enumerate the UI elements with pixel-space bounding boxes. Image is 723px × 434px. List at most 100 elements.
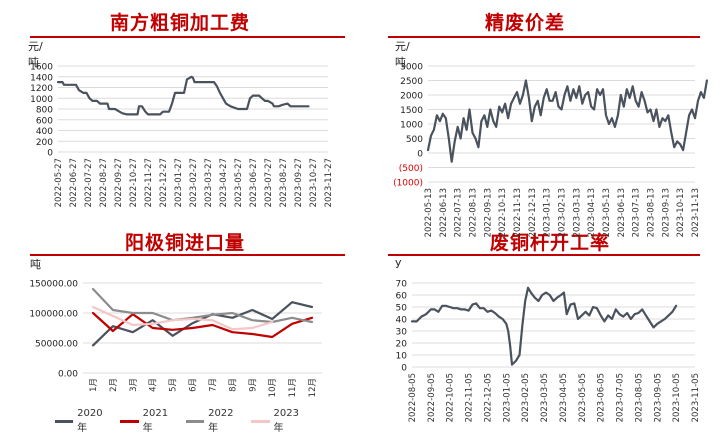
legend-label: 2020年	[77, 408, 103, 434]
y-tick-label: (1000)	[393, 179, 423, 189]
title-underline	[30, 36, 345, 38]
y-tick-label: 200	[36, 138, 53, 148]
y-tick-label: 1400	[30, 73, 53, 83]
x-tick-label: 2022-12-05	[483, 373, 493, 422]
x-tick-label: 2022-08-05	[408, 373, 418, 422]
series-line	[426, 79, 708, 163]
y-tick-label: 10	[396, 352, 408, 362]
legend-swatch	[251, 419, 270, 423]
x-tick-label: 2023-10-13	[676, 188, 686, 237]
y-tick-label: 0	[417, 150, 423, 160]
y-tick-label: 2000	[400, 92, 423, 102]
title-underline	[388, 36, 700, 38]
legend-label: 2023年	[273, 408, 299, 434]
x-tick-label: 2023-03-05	[540, 373, 550, 422]
x-tick-label: 10月	[268, 378, 278, 397]
x-tick-label: 2022-10-05	[446, 373, 456, 422]
y-tick-label: 1500	[400, 106, 423, 116]
x-tick-label: 2023-09-05	[653, 373, 663, 422]
y-unit-label: 元/吨	[395, 40, 410, 69]
x-tick-label: 2022-05-27	[54, 158, 64, 207]
x-tick-label: 2023-08-13	[647, 188, 657, 237]
x-tick-label: 8月	[228, 378, 238, 392]
legend-item: 2020年	[55, 408, 106, 434]
y-tick-label: 150000.00	[29, 280, 78, 290]
x-tick-label: 2022-08-27	[99, 158, 109, 207]
x-tick-label: 2023-02-05	[521, 373, 531, 422]
legend-swatch	[185, 419, 205, 423]
x-tick-label: 2023-09-27	[294, 158, 304, 207]
x-tick-label: 5月	[169, 378, 179, 392]
x-tick-label: 2022-06-13	[439, 188, 449, 237]
y-tick-label: 100000.00	[29, 310, 78, 320]
y-tick-label: 600	[36, 116, 53, 126]
y-tick-label: 2500	[400, 77, 423, 87]
y-tick-label: 60	[396, 292, 408, 302]
chart-legend: 2020年 2021年 2022年 2023年	[55, 408, 303, 434]
y-tick-label: 1600	[30, 63, 53, 73]
y-tick-label: 20	[396, 340, 408, 350]
y-tick-label: (500)	[399, 164, 423, 174]
y-tick-label: 400	[36, 127, 53, 137]
y-tick-label: 800	[36, 106, 53, 116]
x-tick-label: 2023-08-05	[634, 373, 644, 422]
y-tick-label: 500	[406, 135, 423, 145]
x-tick-label: 2022-10-27	[129, 158, 139, 207]
x-tick-label: 2月	[109, 378, 119, 392]
x-tick-label: 2023-11-27	[324, 158, 334, 207]
legend-swatch	[55, 419, 74, 423]
x-tick-label: 1月	[89, 378, 99, 392]
x-tick-label: 2022-11-13	[513, 188, 523, 237]
x-tick-label: 2023-06-05	[597, 373, 607, 422]
x-tick-label: 6月	[189, 378, 199, 392]
chart-title: 精废价差	[485, 12, 566, 34]
legend-item: 2021年	[120, 408, 171, 434]
x-tick-label: 2022-09-27	[114, 158, 124, 207]
x-tick-label: 2023-07-13	[632, 188, 642, 237]
y-tick-label: 50	[396, 304, 408, 314]
x-tick-label: 2023-11-13	[691, 188, 701, 237]
x-tick-label: 2022-09-05	[427, 373, 437, 422]
x-tick-label: 2023-08-27	[279, 158, 289, 207]
x-tick-label: 2023-05-13	[602, 188, 612, 237]
x-tick-label: 2023-04-05	[559, 373, 569, 422]
x-tick-label: 7月	[208, 378, 218, 392]
x-tick-label: 11月	[288, 378, 298, 397]
x-tick-label: 2022-07-27	[84, 158, 94, 207]
x-tick-label: 2023-04-27	[219, 158, 229, 207]
x-tick-label: 2023-06-13	[617, 188, 627, 237]
title-underline	[30, 254, 345, 256]
legend-label: 2021年	[142, 408, 169, 434]
series-line-2021年	[91, 311, 314, 339]
x-tick-label: 2022-05-13	[424, 188, 434, 237]
x-tick-label: 2023-01-27	[174, 158, 184, 207]
x-tick-label: 2023-07-05	[616, 373, 626, 422]
x-tick-label: 2023-05-05	[578, 373, 588, 422]
x-tick-label: 2023-01-13	[543, 188, 553, 237]
chart-title: 阳极铜进口量	[125, 232, 246, 254]
y-tick-label: 0	[401, 364, 407, 374]
x-tick-label: 2022-11-05	[465, 373, 475, 422]
x-tick-label: 2023-06-27	[249, 158, 259, 207]
x-tick-label: 2022-07-13	[454, 188, 464, 237]
y-tick-label: 0	[47, 149, 53, 159]
x-tick-label: 2023-03-27	[204, 158, 214, 207]
x-tick-label: 2023-07-27	[264, 158, 274, 207]
legend-swatch	[120, 419, 139, 423]
series-line	[410, 286, 678, 366]
legend-label: 2022年	[208, 408, 234, 434]
y-unit-label: 元/吨	[28, 40, 43, 69]
series-line	[56, 75, 310, 116]
y-tick-label: 50000.00	[35, 340, 78, 350]
legend-item: 2023年	[251, 408, 302, 434]
x-tick-label: 2023-01-05	[502, 373, 512, 422]
x-tick-label: 2022-11-27	[144, 158, 154, 207]
x-tick-label: 2023-02-27	[189, 158, 199, 207]
x-tick-label: 2022-10-13	[498, 188, 508, 237]
series-line-2020年	[91, 301, 314, 347]
y-tick-label: 0.00	[58, 370, 78, 380]
legend-item: 2022年	[185, 408, 237, 434]
series-line-2023年	[91, 305, 274, 331]
x-tick-label: 2023-10-27	[309, 158, 319, 207]
